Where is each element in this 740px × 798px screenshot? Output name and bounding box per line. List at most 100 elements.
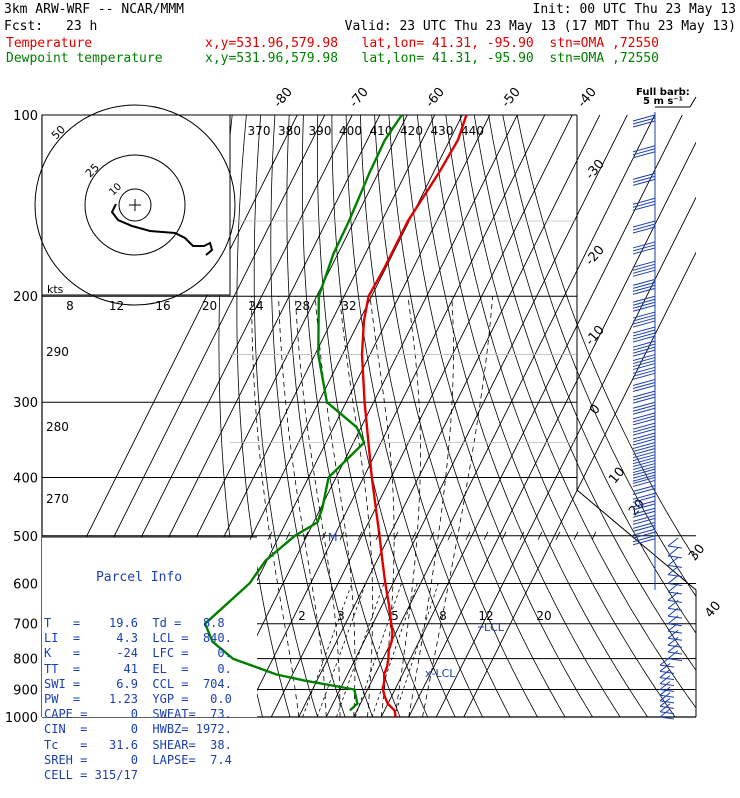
wind-barb	[659, 683, 675, 687]
mixing-ratio-label: 2	[298, 609, 306, 623]
wind-barb	[667, 583, 679, 593]
temperature-location: x,y=531.96,579.98 lat,lon= 41.31, -95.90…	[205, 36, 659, 51]
wind-barb	[632, 517, 656, 525]
parcel-info-box: Parcel Info T = 19.6 Td = 8.8 LI = 4.3 LC…	[44, 540, 274, 798]
speed-tick-label: 20	[202, 299, 217, 313]
wind-barb	[632, 314, 656, 322]
dewpoint-legend: Dewpoint temperature	[6, 51, 163, 66]
pressure-label: 1000	[5, 711, 38, 726]
dry-adiabat-line	[388, 115, 566, 717]
level-tick	[465, 531, 471, 540]
wind-barb	[632, 343, 656, 351]
wind-barb	[632, 466, 656, 474]
parcel-info-line: CELL = 315/17	[44, 768, 138, 783]
wind-barb	[632, 418, 656, 426]
wind-barb	[659, 705, 675, 709]
wind-barb	[632, 304, 656, 312]
parcel-info-line: T = 19.6 Td = 8.8	[44, 616, 225, 631]
wind-barb	[659, 686, 671, 696]
wind-barb	[632, 360, 656, 368]
wind-barb	[667, 615, 683, 619]
wind-barb	[632, 332, 656, 340]
wind-barb	[632, 422, 656, 430]
moist-adiabat-line	[369, 296, 395, 717]
wind-barb	[632, 500, 656, 508]
wind-barb	[632, 145, 656, 153]
dry-adiabat-line	[270, 115, 346, 717]
theta-label: 420	[400, 124, 423, 138]
wind-barb	[632, 381, 656, 389]
isotherm-label: 30	[686, 542, 708, 564]
wind-barb	[632, 524, 656, 532]
level-tick	[357, 531, 363, 540]
wind-barb	[667, 537, 679, 547]
wind-barb	[667, 591, 683, 595]
parcel-info-line: SWI = 6.9 CCL = 704.	[44, 676, 232, 691]
wind-barb	[632, 492, 656, 500]
parcel-info-line: CAPE = 0 SWEAT= 73.	[44, 707, 232, 722]
theta-left-label: 270	[46, 492, 69, 506]
isotherm-label: -70	[347, 85, 372, 111]
wind-barb	[667, 555, 683, 559]
wind-barb	[632, 435, 656, 443]
dewpoint-profile	[203, 114, 403, 712]
wind-barb	[632, 425, 656, 433]
wind-barb	[632, 175, 656, 183]
wind-barb	[667, 629, 679, 639]
isotherm-line	[463, 251, 696, 717]
barb-legend-value: 5 m s⁻¹	[643, 96, 683, 107]
theta-label: 440	[461, 124, 484, 138]
dry-adiabat-line	[253, 115, 319, 717]
isotherm-line	[353, 115, 656, 717]
wind-barb	[632, 488, 656, 495]
isotherm-line	[408, 141, 696, 717]
level-tick	[591, 531, 597, 540]
wind-barb	[632, 363, 656, 371]
wind-barb	[632, 531, 656, 539]
speed-tick-label: 32	[341, 299, 356, 313]
isotherm-line	[243, 115, 546, 717]
wind-barb	[659, 700, 675, 704]
wind-barb	[632, 317, 656, 325]
mixing-ratio-line	[354, 583, 402, 717]
wind-barb	[667, 643, 679, 653]
parcel-info-line: TT = 41 EL = 0.	[44, 661, 232, 676]
wind-barb	[632, 295, 656, 303]
level-tick	[501, 531, 507, 540]
wind-barb	[632, 445, 656, 453]
hodograph-ring	[84, 154, 186, 256]
wind-barb	[632, 148, 656, 156]
wind-barb	[632, 396, 656, 404]
speed-tick-label: 16	[155, 299, 170, 313]
wind-barb	[667, 575, 679, 584]
hodograph-trace	[110, 203, 214, 256]
wind-barb	[632, 514, 656, 522]
wind-barb	[632, 178, 656, 186]
isotherm-label: -80	[271, 85, 296, 111]
isotherm-line	[435, 196, 696, 717]
wind-barb	[632, 244, 656, 252]
lcl-annotation: x-LCL	[425, 667, 456, 680]
isotherm-label: -60	[423, 85, 448, 111]
valid-time: Valid: 23 UTC Thu 23 May 13 (17 MDT Thu …	[344, 19, 736, 34]
speed-tick-label: 12	[109, 299, 124, 313]
wind-barb	[659, 716, 675, 720]
moist-adiabat-line	[278, 296, 327, 717]
wind-barb	[632, 454, 656, 462]
dewpoint-location: x,y=531.96,579.98 lat,lon= 41.31, -95.90…	[205, 51, 659, 66]
wind-barb	[632, 357, 656, 365]
wind-barb	[667, 636, 679, 646]
dry-adiabat-line	[488, 115, 696, 634]
wind-barb	[632, 432, 656, 440]
level-tick	[411, 531, 417, 540]
moist-adiabat-line	[314, 296, 356, 717]
dry-adiabat-line	[502, 115, 696, 598]
speed-tick-label: 28	[295, 299, 310, 313]
parcel-info-line: PW = 1.23 YGP = 0.0	[44, 692, 232, 707]
level-tick	[483, 531, 489, 540]
level-tick	[285, 531, 291, 540]
wind-barb	[632, 485, 656, 492]
level-tick	[393, 531, 399, 540]
wind-barb	[632, 428, 656, 436]
wind-barb	[632, 390, 656, 398]
